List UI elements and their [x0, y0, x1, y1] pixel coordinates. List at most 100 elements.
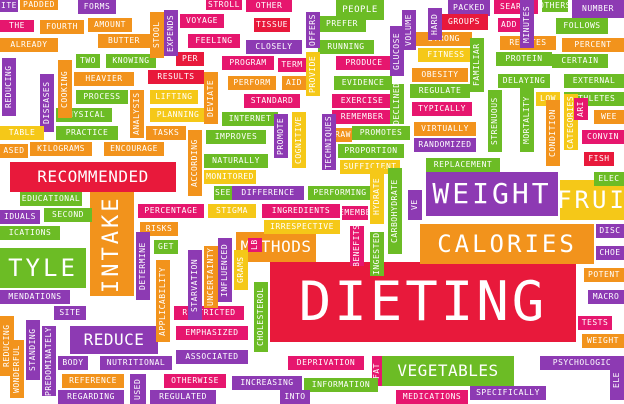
word-hard: HARD	[428, 8, 442, 40]
word-ications: ICATIONS	[0, 226, 60, 240]
word-ased: ASED	[0, 144, 28, 158]
word-obesity: OBESITY	[412, 68, 468, 82]
word-techniques: TECHNIQUES	[322, 114, 336, 170]
word-stigma: STIGMA	[208, 204, 256, 218]
word-emphasized: EMPHASIZED	[176, 326, 248, 340]
word-macro: MACRO	[588, 290, 624, 304]
word-feeling: FEELING	[188, 34, 240, 48]
word-lifting: LIFTING	[150, 90, 198, 104]
word-tyle: TYLE	[0, 248, 86, 288]
word-evidence: EVIDENCE	[334, 76, 392, 90]
word-fourth: FOURTH	[40, 20, 84, 34]
word-provide: PROVIDE	[306, 52, 320, 96]
word-recommended: RECOMMENDED	[10, 162, 176, 192]
word-determine: DETERMINE	[136, 232, 150, 300]
word-expends: EXPENDS	[164, 10, 178, 56]
word-regulate: REGULATE	[410, 84, 470, 98]
word-groups: GROUPS	[440, 14, 488, 30]
word-lb: LB	[248, 238, 262, 252]
word-ite: ITE	[0, 0, 18, 12]
word-produce: PRODUCE	[336, 56, 392, 70]
word-difference: DIFFERENCE	[232, 186, 304, 200]
word-already: ALREADY	[0, 38, 58, 52]
word-percent: PERCENT	[562, 38, 624, 52]
word-used: USED	[130, 374, 146, 404]
word-ingested: INGESTED	[370, 232, 384, 276]
word-strong: STRONG	[416, 32, 472, 46]
word-weight: WEIGHT	[426, 172, 558, 216]
word-forms: FORMS	[78, 0, 116, 14]
word-add: ADD	[498, 18, 520, 32]
word-aid: AID	[282, 76, 306, 90]
word-exercise: EXERCISE	[332, 94, 392, 108]
word-butter: BUTTER	[98, 34, 150, 48]
word-reducing: REDUCING	[2, 58, 16, 116]
word-others: OTHERS	[542, 0, 568, 12]
word-uncertainty: UNCERTAINTY	[204, 246, 218, 308]
word-promote: PROMOTE	[274, 114, 288, 158]
word-stool: STOOL	[150, 12, 164, 58]
word-elec: ELEC	[594, 172, 624, 186]
word-remember: REMEMBER	[332, 110, 392, 124]
word-internet: INTERNET	[222, 112, 278, 126]
word-delaying: DELAYING	[498, 74, 550, 88]
word-cognitive: COGNITIVE	[292, 112, 306, 168]
word-stroll: STROLL	[206, 0, 242, 10]
word-ele: ELE	[610, 360, 624, 400]
word-dieting: DIETING	[270, 262, 576, 342]
word-certain: CERTAIN	[552, 54, 608, 68]
word-diseases: DISEASES	[40, 74, 54, 132]
word-calories: CALORIES	[420, 224, 594, 264]
word-standing: STANDING	[26, 320, 40, 380]
word-medications: MEDICATIONS	[396, 390, 468, 404]
word-tasks: TASKS	[146, 126, 186, 140]
word-ingredients: INGREDIENTS	[262, 204, 340, 218]
word-carbohydrate: CARBOHYDRATE	[388, 168, 402, 254]
word-deviate: DEVIATE	[204, 72, 218, 124]
word-regarding: REGARDING	[58, 390, 124, 404]
word-educational: EDUCATIONAL	[20, 192, 82, 206]
word-iduals: IDUALS	[0, 210, 40, 224]
word-external: EXTERNAL	[564, 74, 624, 88]
word-prefer: PREFER	[318, 16, 366, 32]
word-increasing: INCREASING	[232, 376, 302, 390]
word-raw: RAW	[334, 128, 352, 142]
word-typically: TYPICALLY	[412, 102, 472, 116]
word-weight: WEIGHT	[582, 334, 624, 348]
word-disc: DISC	[596, 224, 624, 238]
word-volume: VOLUME	[402, 10, 416, 50]
word-packed: PACKED	[448, 0, 490, 16]
word-heavier: HEAVIER	[74, 72, 134, 86]
word-practice: PRACTICE	[56, 126, 118, 140]
word-analysis: ANALYSIS	[130, 90, 144, 138]
word-otherwise: OTHERWISE	[164, 374, 226, 388]
word-other: OTHER	[246, 0, 292, 12]
word-predominately: PREDOMINATELY	[42, 326, 56, 396]
word-according: ACCORDING	[188, 130, 202, 196]
word-standard: STANDARD	[244, 94, 300, 108]
word-offers: OFFERS	[306, 12, 320, 48]
word-kilograms: KILOGRAMS	[30, 142, 92, 156]
word-proportion: PROPORTION	[338, 144, 404, 158]
word-padded: PADDED	[20, 0, 58, 10]
word-cooking: COOKING	[58, 60, 72, 118]
word-number: NUMBER	[572, 0, 624, 18]
word-table: TABLE	[0, 126, 44, 140]
word-choe: CHOE	[596, 246, 624, 260]
word-regulated: REGULATED	[150, 390, 216, 404]
word-familiar: FAMILIAR	[470, 38, 484, 92]
word-restricted: RESTRICTED	[174, 306, 244, 320]
word-remember: REMEMBER	[342, 206, 368, 220]
word-nutritional: NUTRITIONAL	[100, 356, 172, 370]
word-sufficient: SUFFICIENT	[340, 160, 400, 174]
word-process: PROCESS	[76, 90, 128, 104]
word-into: INTO	[280, 390, 310, 404]
word-applicability: APPLICABILITY	[156, 260, 170, 342]
word-influenced: INFLUENCED	[218, 238, 232, 302]
word-randomized: RANDOMIZED	[414, 138, 476, 152]
word-percentage: PERCENTAGE	[138, 204, 204, 218]
word-wonderful: WONDERFUL	[10, 340, 24, 398]
word-ari: ARI	[574, 98, 588, 120]
word-condition: CONDITION	[546, 100, 560, 166]
